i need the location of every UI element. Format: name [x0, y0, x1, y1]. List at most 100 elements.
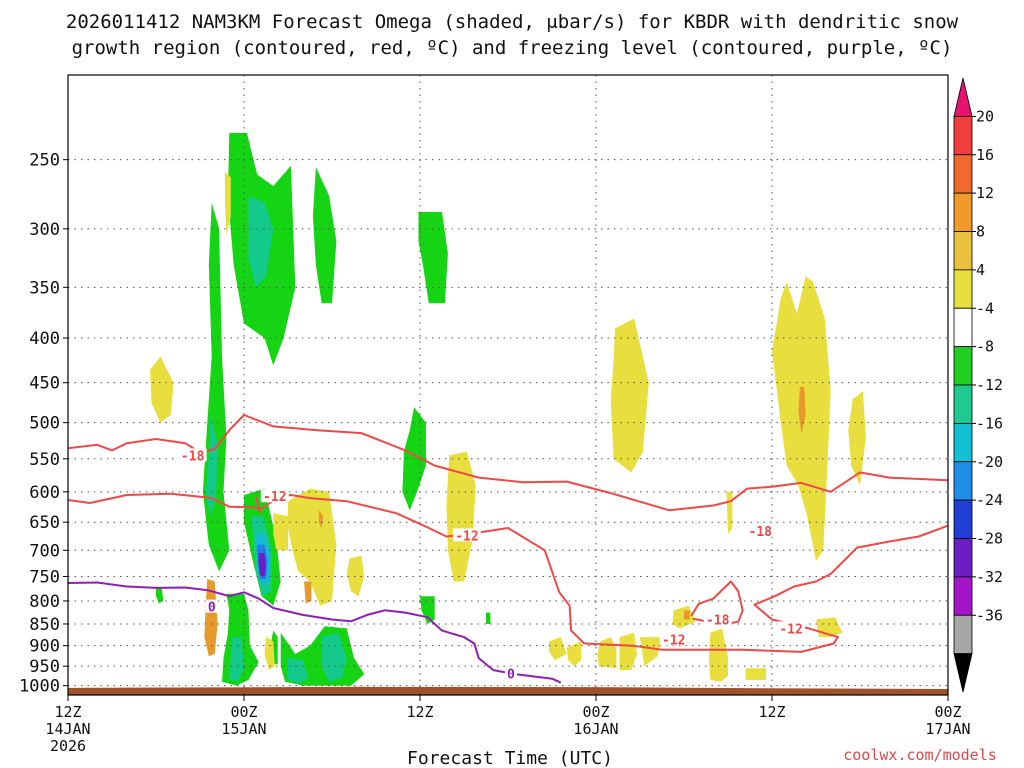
omega-region-22	[150, 356, 174, 423]
pressure-axis: 250 300 350 400 450 500 550 600 650 700 750 800 8509…	[19, 151, 68, 697]
pressure-label-550: 550	[29, 450, 60, 470]
dgz-contour-label-0: -18	[181, 449, 205, 464]
credit-link[interactable]: coolwx.com/models	[843, 746, 997, 764]
colorbar-swatch-2	[953, 154, 973, 194]
colorbar-swatch-5	[953, 269, 973, 309]
pressure-label-650: 650	[29, 513, 60, 533]
omega-region-19	[156, 586, 164, 604]
omega-region-36	[619, 632, 638, 671]
omega-region-15	[288, 658, 309, 684]
freezing-contour-label-bg-1	[504, 666, 517, 680]
colorbar-label-10: -24	[976, 491, 1003, 509]
colorbar-swatch-1	[953, 115, 973, 156]
omega-region-24	[346, 555, 365, 597]
dgz-contour-label-5: -12	[662, 633, 685, 648]
omega-shading	[150, 132, 866, 686]
omega-region-42	[204, 579, 218, 657]
colorbar-swatch-12	[953, 538, 973, 578]
colorbar-swatch-11	[953, 499, 973, 539]
pressure-label-400: 400	[29, 329, 60, 349]
colorbar-swatch-9	[953, 422, 973, 463]
omega-region-45	[684, 610, 690, 620]
dgz-contour-label-6: -12	[779, 622, 802, 637]
omega-region-33	[549, 637, 567, 661]
colorbar-label-7: -12	[976, 376, 1003, 394]
dgz-contour-label-bg-4	[746, 523, 775, 537]
dgz-contour-label-1: -12	[455, 529, 478, 544]
time-label-60-2: 17JAN	[925, 720, 970, 738]
dgz-contour-line-0	[68, 414, 948, 512]
colorbar-swatch-14	[953, 614, 973, 655]
omega-region-3	[418, 212, 448, 304]
colorbar-label-5: -4	[976, 299, 994, 317]
omega-region-18	[420, 596, 435, 624]
pressure-label-350: 350	[29, 278, 60, 298]
dgz-contour-label-3: -18	[706, 613, 730, 628]
temperature-contours: -18 -12 -12 -18 -18 -12 -12 0 0	[68, 414, 948, 684]
pressure-label-450: 450	[29, 374, 60, 394]
omega-region-37	[640, 637, 662, 667]
freezing-contour-label-1: 0	[507, 667, 515, 682]
time-label-24-1: 12Z	[406, 703, 433, 721]
omega-region-12	[229, 637, 244, 682]
colorbar-label-8: -16	[976, 414, 1003, 432]
omega-region-10	[258, 553, 266, 577]
dgz-contour-line-1	[68, 492, 948, 653]
dgz-contour-label-bg-1	[452, 528, 481, 542]
omega-region-20	[486, 612, 491, 624]
freezing-contour-line-0	[68, 581, 562, 684]
omega-region-16	[321, 632, 347, 682]
colorbar-label-0: 20	[976, 107, 994, 125]
pressure-label-500: 500	[29, 414, 60, 434]
colorbar-label-11: -28	[976, 530, 1003, 548]
time-label-0-1: 12Z	[54, 703, 81, 721]
pressure-label-800: 800	[29, 592, 60, 612]
pressure-label-850: 850	[29, 615, 60, 635]
time-label-12-1: 00Z	[230, 703, 257, 721]
colorbar-swatch-top	[953, 77, 973, 117]
x-axis-title: Forecast Time (UTC)	[407, 748, 613, 768]
dgz-contour-line-2	[254, 496, 262, 514]
colorbar-swatch-3	[953, 192, 973, 232]
colorbar-label-4: 4	[976, 261, 985, 279]
pressure-label-900: 900	[29, 637, 60, 657]
time-label-0-3: 2026	[50, 737, 86, 755]
dgz-contour-label-bg-2	[260, 489, 289, 503]
colorbar-swatch-13	[953, 576, 973, 616]
omega-region-1	[248, 195, 274, 288]
omega-region-40	[745, 668, 767, 680]
omega-region-43	[318, 510, 324, 528]
time-label-0-2: 14JAN	[45, 720, 90, 738]
omega-region-21	[224, 171, 231, 236]
chart-title-line2: growth region (contoured, red, ºC) and f…	[72, 37, 953, 59]
omega-region-28	[610, 318, 649, 473]
pressure-label-750: 750	[29, 567, 60, 587]
colorbar-swatch-7	[953, 346, 973, 386]
pressure-label-700: 700	[29, 541, 60, 561]
dgz-contour-label-bg-6	[777, 621, 806, 635]
time-label-48-1: 12Z	[758, 703, 785, 721]
colorbar-swatch-4	[953, 231, 973, 271]
colorbar-label-6: -8	[976, 338, 994, 356]
omega-region-39	[708, 628, 728, 682]
plot-area: -18 -12 -12 -18 -18 -12 -12 0 0	[67, 74, 949, 696]
omega-region-31	[848, 391, 866, 486]
pressure-label-300: 300	[29, 220, 60, 240]
freezing-contour-label-bg-0	[205, 599, 218, 613]
terrain-fill	[68, 686, 948, 695]
colorbar-swatch-10	[953, 461, 973, 501]
colorbar-label-3: 8	[976, 223, 985, 241]
colorbar-swatch-bottom	[953, 653, 973, 693]
dgz-contour-label-4: -18	[749, 525, 773, 540]
colorbar-label-1: 16	[976, 146, 994, 164]
dgz-contour-label-bg-0	[178, 448, 207, 462]
omega-region-26	[264, 637, 275, 671]
colorbar: 20 16 12 8 4 -4 -8 -12 -16 -20 -24 -28 -32 -36	[953, 77, 1003, 693]
pressure-label-600: 600	[29, 483, 60, 503]
pressure-label-250: 250	[29, 151, 60, 171]
freezing-contour-label-0: 0	[208, 601, 216, 616]
time-label-60-1: 00Z	[934, 703, 961, 721]
dgz-contour-label-bg-5	[659, 632, 688, 646]
